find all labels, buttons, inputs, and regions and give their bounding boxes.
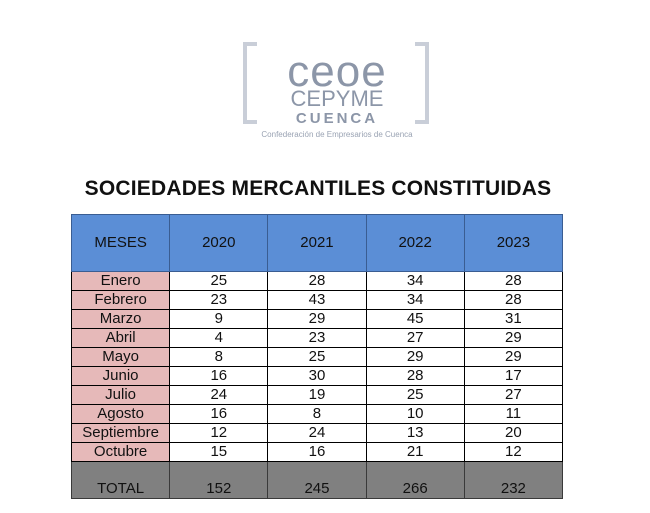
- value-cell: 29: [365, 347, 465, 367]
- value-cell: 25: [365, 385, 465, 405]
- value-cell: 27: [365, 328, 465, 348]
- value-cell: 45: [365, 309, 465, 329]
- value-cell: 20: [463, 423, 564, 443]
- month-cell: Enero: [70, 271, 171, 291]
- column-header-months: MESES: [70, 214, 171, 272]
- total-value: 232: [463, 461, 564, 499]
- value-cell: 12: [463, 442, 564, 462]
- value-cell: 17: [463, 366, 564, 386]
- value-cell: 25: [267, 347, 367, 367]
- month-cell: Junio: [70, 366, 171, 386]
- table-row: Enero 25 28 34 28: [70, 271, 564, 291]
- month-cell: Agosto: [70, 404, 171, 424]
- value-cell: 4: [169, 328, 269, 348]
- data-table: MESES 2020 2021 2022 2023 Enero 25 28 34…: [70, 214, 564, 499]
- column-header-2021: 2021: [267, 214, 367, 272]
- table-row: Febrero 23 43 34 28: [70, 290, 564, 310]
- total-label: TOTAL: [70, 461, 171, 499]
- month-cell: Marzo: [70, 309, 171, 329]
- value-cell: 23: [267, 328, 367, 348]
- page-title: SOCIEDADES MERCANTILES CONSTITUIDAS: [84, 177, 552, 200]
- value-cell: 16: [169, 366, 269, 386]
- value-cell: 16: [169, 404, 269, 424]
- total-value: 152: [169, 461, 269, 499]
- value-cell: 12: [169, 423, 269, 443]
- month-cell: Septiembre: [70, 423, 171, 443]
- value-cell: 29: [463, 328, 564, 348]
- logo-cuenca-text: CUENCA: [295, 110, 379, 127]
- table-row: Agosto 16 8 10 11: [70, 404, 564, 424]
- value-cell: 24: [267, 423, 367, 443]
- column-header-2020: 2020: [169, 214, 269, 272]
- value-cell: 25: [169, 271, 269, 291]
- table-row: Julio 24 19 25 27: [70, 385, 564, 405]
- value-cell: 11: [463, 404, 564, 424]
- month-cell: Julio: [70, 385, 171, 405]
- value-cell: 21: [365, 442, 465, 462]
- table-row: Marzo 9 29 45 31: [70, 309, 564, 329]
- column-header-2023: 2023: [463, 214, 564, 272]
- month-cell: Abril: [70, 328, 171, 348]
- table-row: Mayo 8 25 29 29: [70, 347, 564, 367]
- value-cell: 29: [463, 347, 564, 367]
- value-cell: 34: [365, 290, 465, 310]
- month-cell: Mayo: [70, 347, 171, 367]
- value-cell: 28: [463, 271, 564, 291]
- column-header-2022: 2022: [365, 214, 465, 272]
- value-cell: 9: [169, 309, 269, 329]
- value-cell: 27: [463, 385, 564, 405]
- value-cell: 30: [267, 366, 367, 386]
- value-cell: 8: [169, 347, 269, 367]
- month-cell: Octubre: [70, 442, 171, 462]
- table-row: Octubre 15 16 21 12: [70, 442, 564, 462]
- value-cell: 34: [365, 271, 465, 291]
- value-cell: 43: [267, 290, 367, 310]
- value-cell: 23: [169, 290, 269, 310]
- value-cell: 16: [267, 442, 367, 462]
- value-cell: 31: [463, 309, 564, 329]
- logo-subtitle: Confederación de Empresarios de Cuenca: [261, 130, 413, 139]
- value-cell: 28: [463, 290, 564, 310]
- table-row: Junio 16 30 28 17: [70, 366, 564, 386]
- value-cell: 19: [267, 385, 367, 405]
- value-cell: 29: [267, 309, 367, 329]
- value-cell: 24: [169, 385, 269, 405]
- logo-frame-icon: [243, 42, 429, 124]
- ceoe-cepyme-logo: ceoe CEPYME CUENCA Confederación de Empr…: [243, 42, 431, 142]
- value-cell: 15: [169, 442, 269, 462]
- value-cell: 10: [365, 404, 465, 424]
- value-cell: 28: [365, 366, 465, 386]
- total-value: 266: [365, 461, 465, 499]
- table-row: Septiembre 12 24 13 20: [70, 423, 564, 443]
- value-cell: 13: [365, 423, 465, 443]
- total-row: TOTAL 152 245 266 232: [70, 461, 564, 499]
- value-cell: 8: [267, 404, 367, 424]
- total-value: 245: [267, 461, 367, 499]
- logo-cepyme-text: CEPYME: [290, 86, 384, 111]
- value-cell: 28: [267, 271, 367, 291]
- table-header-row: MESES 2020 2021 2022 2023: [70, 214, 564, 272]
- month-cell: Febrero: [70, 290, 171, 310]
- table-row: Abril 4 23 27 29: [70, 328, 564, 348]
- logo-ceoe-text: ceoe: [287, 47, 387, 96]
